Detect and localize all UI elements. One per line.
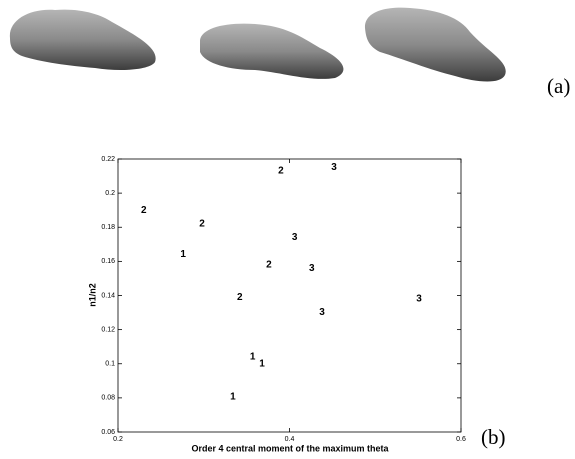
y-tick-label: 0.2 (105, 190, 115, 197)
panel-label: (b) (481, 425, 506, 449)
point-label: 3 (416, 294, 422, 305)
y-tick-label: 0.06 (101, 429, 115, 436)
figure: (a) (b) Order 4 central moment of the ma… (0, 0, 575, 459)
y-tick-label: 0.08 (101, 395, 115, 402)
shapes (10, 8, 506, 82)
y-tick-label: 0.1 (105, 361, 115, 368)
panel-label: (a) (547, 74, 570, 98)
point-label: 3 (319, 307, 325, 318)
x-tick-label: 0.2 (113, 436, 123, 443)
point-label: 2 (199, 218, 205, 229)
y-tick-label: 0.12 (101, 326, 115, 333)
y-axis-label: n1/n2 (87, 283, 97, 307)
point-label: 1 (259, 358, 265, 369)
point-label: 2 (278, 166, 284, 177)
x-axis-label: Order 4 central moment of the maximum th… (191, 443, 389, 453)
point-label: 2 (237, 292, 243, 303)
point-label: 3 (331, 162, 337, 173)
point-label: 2 (141, 205, 147, 216)
point-label: 1 (230, 392, 236, 403)
y-tick-label: 0.14 (101, 292, 115, 299)
point-label: 3 (292, 232, 298, 243)
point-label: 1 (250, 352, 256, 363)
y-tick-label: 0.16 (101, 258, 115, 265)
shape (10, 10, 156, 70)
plot-frame (118, 159, 461, 432)
point-label: 3 (309, 263, 315, 274)
y-tick-label: 0.18 (101, 224, 115, 231)
shape (365, 8, 506, 82)
point-label: 2 (266, 259, 272, 270)
point-label: 1 (180, 249, 186, 260)
x-tick-label: 0.6 (456, 436, 466, 443)
y-tick-label: 0.22 (101, 156, 115, 163)
shape (200, 24, 343, 79)
x-tick-label: 0.4 (285, 436, 295, 443)
